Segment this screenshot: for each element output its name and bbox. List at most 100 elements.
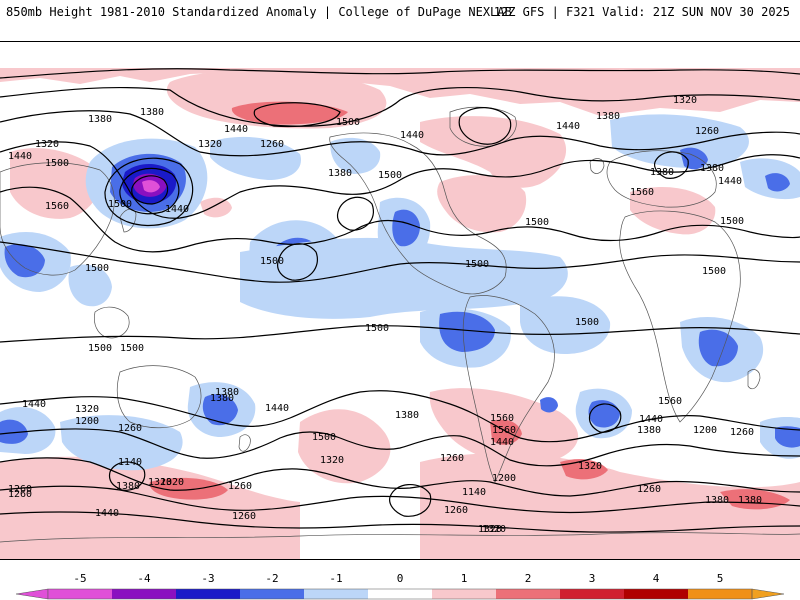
- colorbar-seg-neg1: [304, 589, 368, 599]
- contour-label: 1380: [596, 111, 620, 122]
- colorbar-tick: -2: [265, 572, 278, 585]
- contour-label: 1200: [492, 473, 516, 484]
- map-title: 850mb Height 1981-2010 Standardized Anom…: [6, 5, 512, 19]
- colorbar-seg-neg5: [48, 589, 112, 599]
- coast-asia: [0, 162, 115, 276]
- contour-label: 1440: [556, 121, 580, 132]
- neg-anomaly-south-america-core: [439, 311, 495, 352]
- contour-low-npac-3: [131, 175, 169, 205]
- neg-anomaly-india: [68, 264, 112, 307]
- neg-anomaly-east-asia: [610, 114, 749, 169]
- neg-anomaly-north-pac-center: [142, 180, 160, 193]
- contour-label: 1500: [108, 199, 132, 210]
- contour-label: 1260: [232, 511, 256, 522]
- pos-anomaly-south-core-east: [560, 459, 608, 480]
- colorbar-arrow-left: [15, 588, 49, 600]
- contour-label: 1500: [575, 317, 599, 328]
- coast-madagascar: [747, 369, 761, 390]
- anomaly-map[interactable]: 1380 1320 1440 1500 1560 1260 1500 1440 …: [0, 41, 800, 560]
- colorbar-tick: 4: [653, 572, 660, 585]
- coastlines: [0, 106, 800, 543]
- contour-low-npac-2: [119, 167, 180, 215]
- contour-label: 1140: [118, 457, 142, 468]
- contour-high-greenland: [458, 107, 512, 145]
- contour-label: 1440: [8, 151, 32, 162]
- contour-label: 1500: [702, 266, 726, 277]
- contour-label: 1500: [336, 117, 360, 128]
- model-run-info: 12Z GFS | F321 Valid: 21Z SUN NOV 30 202…: [493, 5, 790, 19]
- contour-label: 1320: [478, 524, 502, 535]
- pos-anomaly-south-atl-core: [490, 419, 522, 445]
- contour-label: 1260: [8, 484, 32, 495]
- neg-anomaly-west-us-core: [392, 209, 420, 247]
- coast-north-america: [329, 132, 507, 295]
- colorbar-seg-zero: [368, 589, 432, 599]
- contour-s3: [0, 457, 800, 497]
- contour-n2: [0, 86, 800, 127]
- coast-uk: [589, 158, 605, 174]
- contour-label: 1560: [45, 201, 69, 212]
- neg-anomaly-north-pac-east: [210, 136, 301, 180]
- contour-label: 1380: [738, 495, 762, 506]
- colorbar-tick: -1: [329, 572, 342, 585]
- neg-anomaly-south-east-core: [775, 426, 800, 448]
- contour-label: 1320: [75, 404, 99, 415]
- coast-maritime-se-asia: [94, 306, 130, 339]
- contour-label: 1320: [578, 461, 602, 472]
- pos-anomaly-west-pacific: [10, 148, 101, 219]
- colorbar-tick: 5: [717, 572, 724, 585]
- contour-label: 1380: [395, 410, 419, 421]
- colorbar-tick: -4: [137, 572, 151, 585]
- coast-new-zealand: [238, 434, 251, 452]
- contour-label: 1500: [365, 323, 389, 334]
- coast-south-america: [462, 295, 555, 483]
- neg-anomaly-west-asia-core: [4, 244, 46, 278]
- contour-label: 1320: [198, 139, 222, 150]
- colorbar-seg-neg4: [112, 589, 176, 599]
- pos-anomaly-africa-north: [630, 187, 716, 235]
- contour-label: 1500: [312, 432, 336, 443]
- contour-low-easia: [653, 151, 689, 179]
- contour-label-group: 1380 1320 1440 1500 1560 1260 1500 1440 …: [8, 95, 762, 535]
- colorbar-seg-neg3: [176, 589, 240, 599]
- contour-label: 1440: [95, 508, 119, 519]
- contour-label: 1440: [718, 176, 742, 187]
- contour-label: 1380: [705, 495, 729, 506]
- contour-label: 1440: [265, 403, 289, 414]
- contour-s1: [0, 390, 800, 443]
- contour-label: 1380: [210, 393, 234, 404]
- pos-anomaly-east-us: [437, 175, 527, 233]
- contour-label: 1320: [35, 139, 59, 150]
- contour-label: 1320: [320, 455, 344, 466]
- contour-label: 1500: [525, 217, 549, 228]
- contour-label: 1560: [630, 187, 654, 198]
- colorbar-tick: 2: [525, 572, 532, 585]
- neg-anomaly-ne-pacific: [330, 137, 381, 174]
- pos-anomaly-greenland: [420, 116, 567, 188]
- pos-anomaly-south-band-mid: [298, 409, 391, 484]
- contour-s2: [0, 428, 800, 467]
- contour-low-ne-pac: [336, 196, 374, 231]
- contour-label: 1500: [120, 343, 144, 354]
- contour-label: 1560: [490, 413, 514, 424]
- map-svg: 1380 1320 1440 1500 1560 1260 1500 1440 …: [0, 68, 800, 559]
- pos-anomaly-south-pac-core: [149, 477, 228, 500]
- colorbar-seg-pos1: [432, 589, 496, 599]
- contour-label: 1500: [85, 263, 109, 274]
- colorbar-tick: 1: [461, 572, 468, 585]
- contour-label: 1320: [482, 524, 506, 535]
- contour-label: 1260: [730, 427, 754, 438]
- contour-low-cpac: [277, 243, 318, 281]
- contour-label: 1320: [148, 477, 172, 488]
- neg-anomaly-south-atlantic: [520, 296, 611, 354]
- contour-n1: [0, 68, 800, 79]
- contour-n4: [0, 141, 800, 219]
- contour-label: 1440: [639, 414, 663, 425]
- contour-n3: [0, 110, 800, 157]
- pos-anomaly-north-pacific: [0, 68, 800, 116]
- contour-low-satl: [588, 403, 622, 433]
- height-contours: [0, 68, 800, 533]
- contour-label: 1380: [637, 425, 661, 436]
- colorbar: -5 -4 -3 -2 -1 0 1 2 3 4 5: [0, 560, 800, 600]
- contour-low-npac-1: [104, 157, 194, 227]
